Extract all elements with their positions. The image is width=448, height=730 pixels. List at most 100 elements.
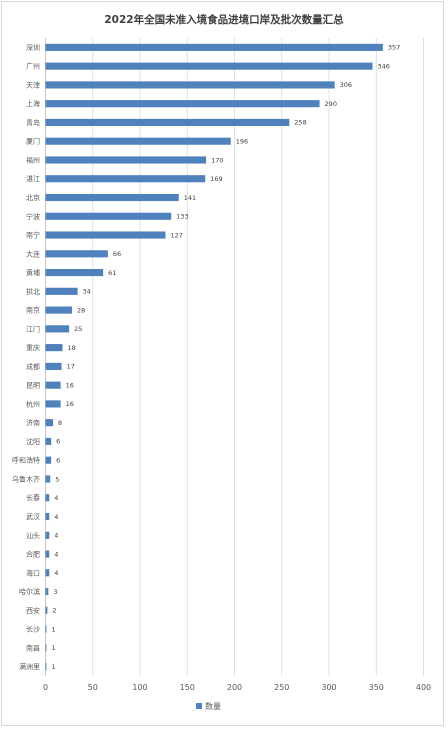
data-label: 306: [340, 81, 352, 89]
x-tick-label: 0: [43, 683, 48, 692]
category-label: 昆明: [26, 382, 40, 390]
data-label: 66: [113, 250, 121, 258]
bar: [45, 437, 52, 446]
category-label: 西安: [26, 606, 40, 615]
data-label: 258: [294, 119, 306, 127]
bar: [45, 287, 78, 295]
category-label: 长沙: [26, 625, 40, 634]
data-label: 4: [54, 569, 58, 577]
bar: [45, 306, 72, 314]
bar: [45, 268, 104, 277]
category-label: 深圳: [26, 43, 40, 52]
data-label: 141: [184, 194, 196, 202]
chart-title: 2022年全国未准入境食品进境口岸及批次数量汇总: [104, 13, 344, 26]
category-label: 沈阳: [26, 437, 40, 446]
data-label: 34: [83, 288, 91, 296]
category-label: 哈尔滨: [19, 587, 40, 596]
category-label: 乌鲁木齐: [12, 474, 40, 483]
category-label: 汕头: [26, 531, 40, 540]
data-label: 133: [176, 213, 188, 221]
data-label: 18: [68, 344, 76, 352]
x-tick-label: 300: [321, 683, 336, 692]
bar: [45, 644, 47, 652]
bar: [45, 212, 172, 220]
category-label: 青岛: [26, 118, 40, 127]
data-label: 6: [56, 457, 60, 465]
data-label: 4: [54, 550, 58, 558]
category-label: 福州: [26, 155, 40, 164]
data-label: 357: [388, 44, 400, 52]
data-label: 61: [108, 269, 116, 277]
bar: [45, 475, 51, 483]
data-label: 127: [171, 231, 183, 239]
data-label: 16: [66, 400, 74, 408]
category-label: 厦门: [26, 137, 40, 146]
data-label: 290: [325, 100, 337, 108]
category-label: 南宁: [26, 231, 40, 240]
category-label: 宁波: [26, 212, 40, 221]
data-label: 6: [56, 438, 60, 446]
bar: [45, 456, 52, 464]
data-label: 8: [58, 419, 62, 427]
bar: [45, 550, 50, 558]
data-label: 25: [74, 325, 82, 333]
data-label: 346: [377, 62, 389, 70]
category-label: 长春: [26, 493, 40, 502]
bar: [45, 175, 206, 183]
category-label: 北京: [26, 193, 40, 202]
category-label: 黄埔: [26, 268, 40, 277]
bar: [45, 250, 108, 258]
category-label: 武汉: [26, 512, 40, 521]
data-label: 28: [77, 306, 85, 314]
bar: [45, 494, 50, 502]
data-label: 4: [54, 494, 58, 502]
bar: [45, 137, 231, 145]
category-label: 海口: [26, 568, 40, 577]
data-label: 4: [54, 532, 58, 540]
category-label: 大连: [26, 249, 40, 258]
x-tick-label: 250: [274, 683, 289, 692]
bar: [45, 100, 320, 108]
bar: [45, 663, 47, 671]
bar: [45, 569, 50, 577]
x-tick-label: 400: [416, 683, 431, 692]
data-label: 1: [51, 644, 55, 652]
x-tick-label: 100: [132, 683, 147, 692]
category-label: 济南: [26, 418, 40, 427]
bar: [45, 587, 49, 596]
category-label: 江门: [26, 324, 40, 333]
legend-label: 数量: [205, 701, 221, 711]
data-label: 196: [236, 138, 248, 146]
bar: [45, 156, 207, 164]
bar: [45, 231, 166, 239]
bar: [45, 344, 63, 352]
bar: [45, 531, 50, 539]
bar: [45, 381, 61, 389]
bar: [45, 62, 373, 70]
data-label: 5: [55, 475, 59, 483]
category-label: 满洲里: [19, 662, 40, 671]
legend-swatch: [196, 703, 202, 709]
data-label: 4: [54, 513, 58, 521]
category-label: 成都: [26, 362, 40, 371]
bar: [45, 419, 54, 427]
category-label: 南昌: [26, 643, 40, 652]
category-label: 湛江: [26, 175, 40, 183]
category-label: 拱北: [26, 287, 40, 296]
data-label: 17: [67, 363, 75, 371]
category-label: 广州: [26, 62, 40, 71]
data-label: 170: [211, 156, 223, 164]
bar: [45, 512, 50, 521]
x-tick-label: 150: [180, 683, 195, 692]
bar: [45, 81, 335, 89]
bar: [45, 325, 70, 333]
x-tick-label: 50: [88, 683, 98, 692]
data-label: 1: [51, 625, 55, 633]
category-label: 天津: [26, 81, 40, 89]
category-label: 呼和浩特: [12, 456, 40, 465]
category-label: 杭州: [26, 399, 40, 408]
bar: [45, 400, 61, 408]
bar: [45, 362, 62, 370]
bar: [45, 625, 47, 633]
